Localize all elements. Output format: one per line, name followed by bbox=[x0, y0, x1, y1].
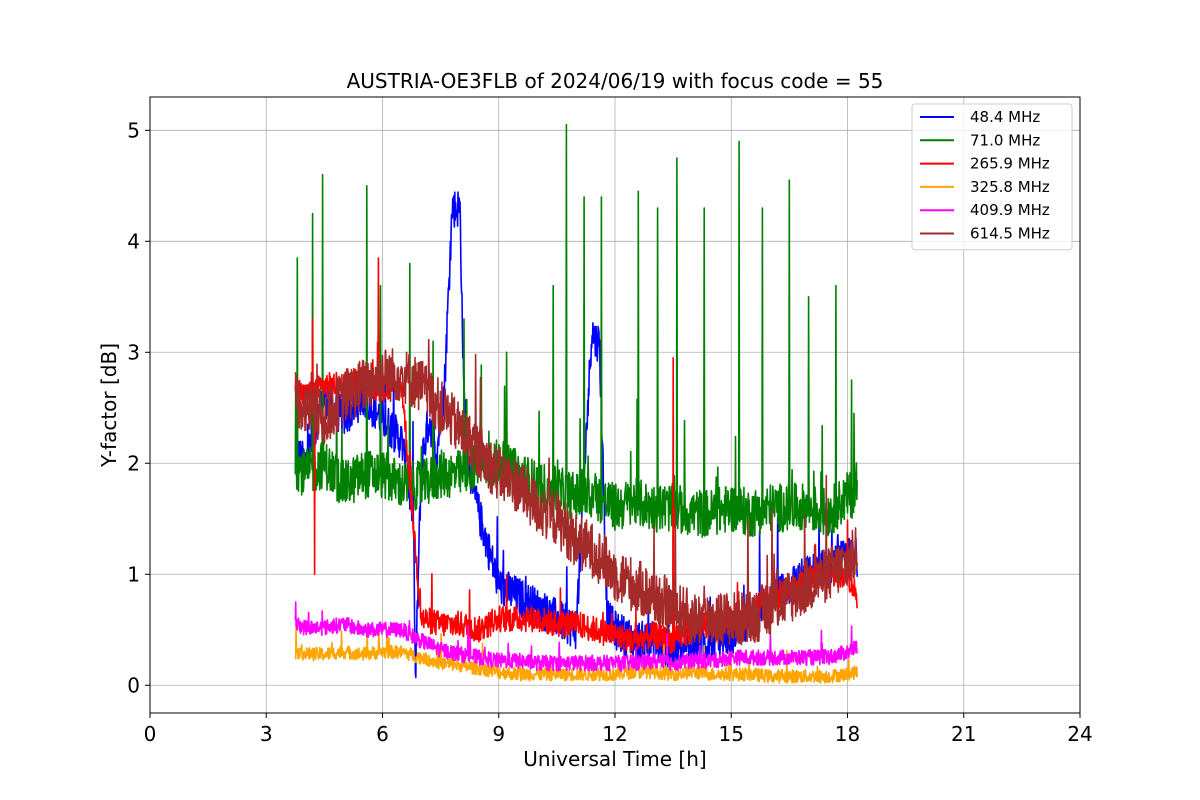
y-axis: 0 1 2 3 4 5 bbox=[127, 118, 150, 697]
x-tick-label: 0 bbox=[144, 722, 157, 746]
legend-label: 71.0 MHz bbox=[970, 131, 1040, 149]
plot-series bbox=[294, 123, 858, 684]
y-tick-label: 4 bbox=[127, 229, 140, 253]
x-tick-label: 24 bbox=[1067, 722, 1092, 746]
x-tick-label: 15 bbox=[719, 722, 744, 746]
x-tick-label: 21 bbox=[951, 722, 976, 746]
x-tick-label: 6 bbox=[376, 722, 389, 746]
y-tick-label: 3 bbox=[127, 340, 140, 364]
y-tick-label: 1 bbox=[127, 562, 140, 586]
x-axis: 0 3 6 9 12 15 18 21 24 bbox=[144, 713, 1093, 746]
y-tick-label: 0 bbox=[127, 673, 140, 697]
x-tick-label: 18 bbox=[835, 722, 860, 746]
series-line-71-0-mhz bbox=[294, 123, 858, 538]
x-tick-label: 12 bbox=[602, 722, 627, 746]
legend-label: 325.8 MHz bbox=[970, 178, 1050, 196]
series-line-614-5-mhz bbox=[294, 338, 858, 646]
y-tick-label: 5 bbox=[127, 118, 140, 142]
legend-label: 614.5 MHz bbox=[970, 225, 1050, 243]
legend-label: 48.4 MHz bbox=[970, 108, 1040, 126]
x-axis-label: Universal Time [h] bbox=[523, 747, 706, 771]
x-tick-label: 3 bbox=[260, 722, 273, 746]
chart-title: AUSTRIA-OE3FLB of 2024/06/19 with focus … bbox=[347, 69, 884, 93]
legend: 48.4 MHz 71.0 MHz 265.9 MHz 325.8 MHz 409.9… bbox=[911, 103, 1073, 251]
y-tick-label: 2 bbox=[127, 451, 140, 475]
legend-label: 265.9 MHz bbox=[970, 155, 1050, 173]
series-line-325-8-mhz bbox=[294, 625, 858, 684]
series-line-409-9-mhz bbox=[294, 601, 858, 672]
x-tick-label: 9 bbox=[492, 722, 505, 746]
y-axis-label: Y-factor [dB] bbox=[97, 343, 121, 468]
legend-label: 409.9 MHz bbox=[970, 201, 1050, 219]
